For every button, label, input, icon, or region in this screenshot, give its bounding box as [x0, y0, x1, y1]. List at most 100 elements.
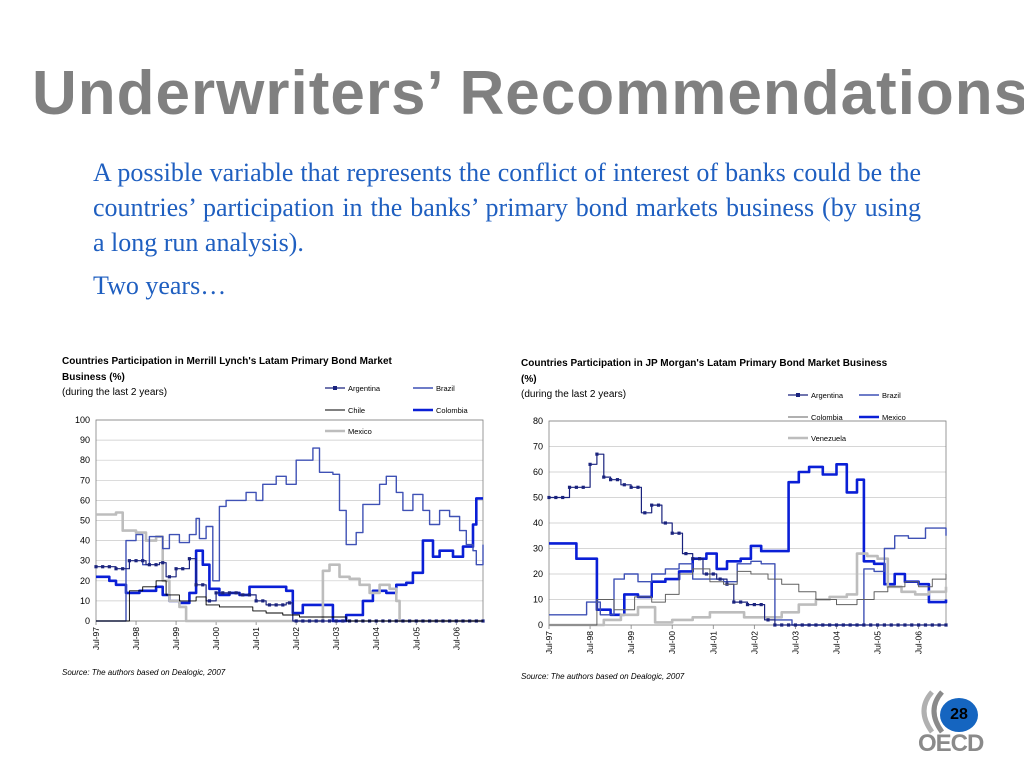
- data-point-argentina: [114, 567, 118, 571]
- data-point-argentina: [718, 577, 722, 581]
- data-point-argentina: [917, 623, 921, 627]
- y-tick-label: 30: [80, 556, 90, 566]
- chart-source: Source: The authors based on Dealogic, 2…: [62, 668, 226, 677]
- legend-label: Argentina: [811, 391, 844, 400]
- x-tick-label: Jul-98: [131, 627, 141, 650]
- legend-label: Colombia: [811, 413, 844, 422]
- y-tick-label: 50: [533, 493, 543, 503]
- y-tick-label: 100: [75, 415, 90, 425]
- jp-morgan-chart-header: Countries Participation in JP Morgan's L…: [521, 356, 951, 402]
- paragraph-two-years: Two years…: [93, 271, 227, 300]
- x-tick-label: Jul-98: [585, 631, 595, 654]
- series-line-colombia: [549, 568, 947, 626]
- legend-label: Mexico: [348, 427, 372, 436]
- data-point-argentina: [636, 485, 640, 489]
- y-tick-label: 70: [80, 475, 90, 485]
- merrill-lynch-chart-header: Countries Participation in Merrill Lynch…: [62, 354, 492, 400]
- data-point-argentina: [307, 619, 312, 623]
- x-tick-label: Jul-01: [708, 631, 718, 654]
- series-line-brazil: [96, 447, 484, 622]
- jp-morgan-chart: 0 10 20 30 40 50 60 70 80 Jul-97 Jul-98 Jul-99 Jul-0…: [533, 391, 948, 654]
- data-point-argentina: [207, 599, 212, 603]
- data-point-argentina: [691, 557, 695, 561]
- y-tick-label: 10: [80, 596, 90, 606]
- data-point-argentina: [786, 623, 791, 627]
- data-point-argentina: [221, 591, 225, 595]
- y-tick-label: 60: [80, 495, 90, 505]
- x-tick-label: Jul-99: [626, 631, 636, 654]
- x-tick-label: Jul-05: [873, 631, 883, 654]
- x-tick-label: Jul-05: [411, 627, 421, 650]
- data-point-argentina: [841, 623, 845, 627]
- body-text: A possible variable that represents the …: [93, 155, 921, 303]
- y-tick-label: 40: [80, 536, 90, 546]
- legend-label: Colombia: [436, 406, 469, 415]
- data-point-argentina: [622, 483, 626, 487]
- x-tick-label: Jul-04: [371, 627, 381, 650]
- data-point-argentina: [910, 623, 914, 627]
- legend-label: Mexico: [882, 413, 906, 422]
- legend-label: Argentina: [348, 384, 381, 393]
- data-point-argentina: [187, 557, 192, 561]
- data-point-argentina: [780, 623, 784, 627]
- data-point-argentina: [923, 623, 928, 627]
- data-point-argentina: [739, 600, 743, 604]
- data-point-argentina: [889, 623, 893, 627]
- chart-subtitle: (during the last 2 years): [521, 389, 627, 400]
- data-point-argentina: [141, 559, 145, 563]
- data-point-argentina: [930, 623, 934, 627]
- data-point-argentina: [588, 462, 592, 466]
- series-line-chile: [96, 580, 483, 622]
- data-point-argentina: [759, 603, 763, 607]
- x-tick-label: Jul-00: [667, 631, 677, 654]
- data-point-argentina: [670, 531, 674, 535]
- legend-label: Brazil: [436, 384, 455, 393]
- x-tick-label: Jul-02: [291, 627, 301, 650]
- x-tick-label: Jul-06: [451, 627, 461, 650]
- series-line-brazil: [549, 527, 947, 626]
- data-point-argentina: [154, 563, 158, 567]
- data-point-argentina: [609, 478, 613, 482]
- x-tick-label: Jul-01: [251, 627, 261, 650]
- data-point-argentina: [281, 603, 285, 607]
- oecd-logo-mark: [921, 690, 945, 734]
- paragraph-variable: A possible variable that represents the …: [93, 158, 921, 257]
- data-point-argentina: [227, 591, 232, 595]
- y-tick-label: 0: [85, 616, 90, 626]
- data-point-argentina: [595, 452, 599, 456]
- data-point-argentina: [554, 495, 558, 500]
- y-tick-label: 80: [80, 455, 90, 465]
- data-point-argentina: [711, 572, 715, 576]
- data-point-argentina: [301, 619, 305, 623]
- data-point-argentina: [800, 623, 804, 627]
- y-tick-label: 50: [80, 516, 90, 526]
- data-point-argentina: [848, 623, 852, 627]
- x-tick-label: Jul-06: [914, 631, 924, 654]
- merrill-lynch-chart: 0 10 20 30 40 50 60 70 80 90 100 Jul-97 Jul-98 Jul-99…: [75, 384, 485, 650]
- oecd-logo-text: OECD: [918, 730, 984, 757]
- legend-label: Venezuela: [811, 434, 847, 443]
- data-point-argentina: [855, 623, 859, 627]
- series-line-argentina: [549, 453, 946, 626]
- data-point-argentina: [869, 623, 873, 627]
- data-point-argentina: [697, 557, 702, 561]
- data-point-argentina: [807, 623, 811, 627]
- data-point-argentina: [547, 495, 551, 500]
- data-point-argentina: [214, 591, 218, 595]
- data-point-argentina: [181, 567, 185, 571]
- page-number-badge: 28: [940, 698, 978, 732]
- legend-marker: [796, 393, 800, 397]
- x-tick-label: Jul-04: [831, 631, 841, 654]
- legend-marker: [333, 386, 337, 390]
- chart-title: Countries Participation in Merrill Lynch…: [62, 356, 392, 383]
- data-point-argentina: [677, 531, 681, 535]
- x-tick-label: Jul-97: [544, 631, 554, 654]
- data-point-argentina: [241, 593, 245, 597]
- data-point-argentina: [294, 619, 298, 623]
- data-point-argentina: [752, 603, 756, 607]
- y-tick-label: 10: [533, 595, 543, 605]
- y-tick-label: 70: [533, 442, 543, 452]
- data-point-argentina: [745, 603, 750, 607]
- data-point-argentina: [274, 603, 278, 607]
- legend-label: Chile: [348, 406, 365, 415]
